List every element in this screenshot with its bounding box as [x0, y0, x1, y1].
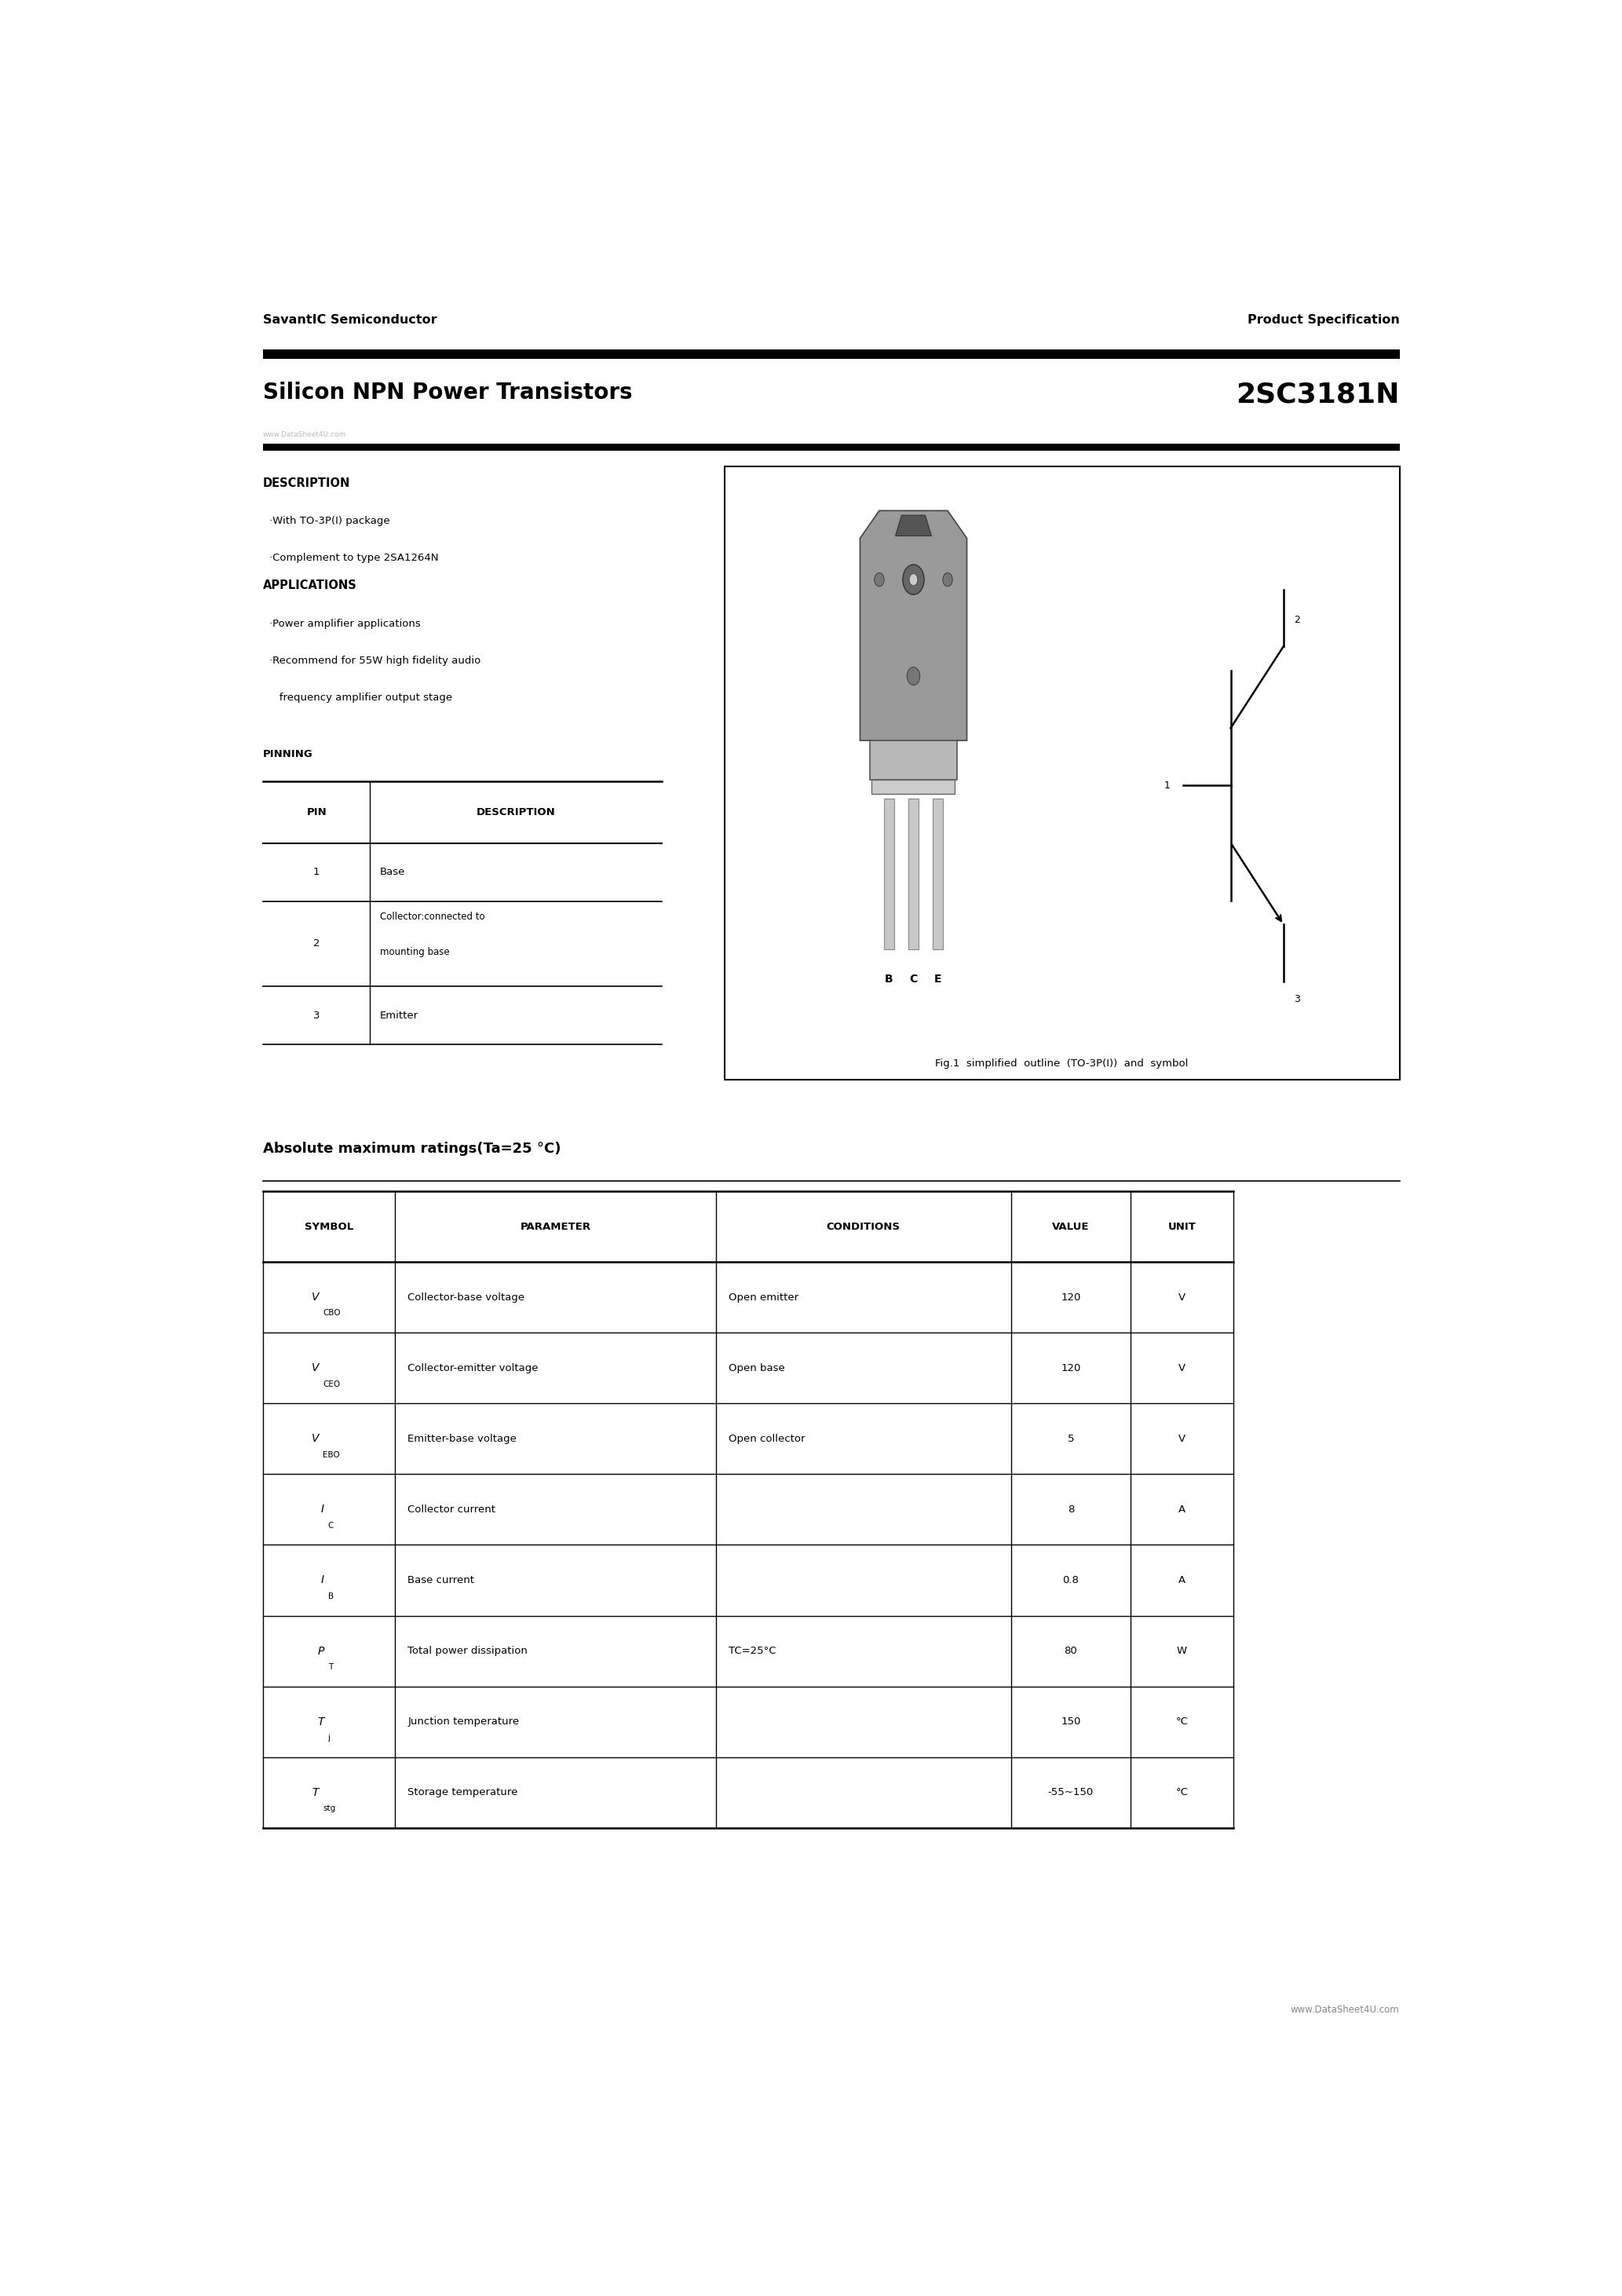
- Text: 2: 2: [313, 939, 320, 948]
- Text: Product Specification: Product Specification: [1247, 315, 1400, 326]
- Text: Total power dissipation: Total power dissipation: [407, 1646, 527, 1655]
- Circle shape: [942, 572, 952, 585]
- Text: P: P: [318, 1646, 324, 1655]
- Text: www.DataSheet4U.com: www.DataSheet4U.com: [263, 432, 347, 439]
- Text: °C: °C: [1176, 1717, 1189, 1727]
- Text: V: V: [1179, 1293, 1186, 1302]
- Text: Base current: Base current: [407, 1575, 474, 1584]
- Text: Collector:connected to: Collector:connected to: [380, 912, 485, 923]
- Text: V: V: [311, 1293, 320, 1302]
- Text: DESCRIPTION: DESCRIPTION: [477, 806, 555, 817]
- Text: 80: 80: [1064, 1646, 1077, 1655]
- Text: Junction temperature: Junction temperature: [407, 1717, 519, 1727]
- Text: 3: 3: [1294, 994, 1299, 1003]
- Text: V: V: [1179, 1364, 1186, 1373]
- Text: 120: 120: [1061, 1364, 1080, 1373]
- Text: E: E: [934, 974, 942, 985]
- Circle shape: [874, 572, 884, 585]
- Text: 8: 8: [1067, 1504, 1074, 1515]
- Text: T: T: [328, 1662, 333, 1671]
- Text: 2SC3181N: 2SC3181N: [1236, 381, 1400, 409]
- Text: ·With TO-3P(I) package: ·With TO-3P(I) package: [269, 517, 389, 526]
- Text: PARAMETER: PARAMETER: [521, 1221, 590, 1231]
- Text: Collector current: Collector current: [407, 1504, 496, 1515]
- Text: www.DataSheet4U.com: www.DataSheet4U.com: [1291, 2004, 1400, 2016]
- Text: TC=25°C: TC=25°C: [728, 1646, 775, 1655]
- Text: B: B: [328, 1591, 334, 1600]
- Polygon shape: [860, 510, 967, 742]
- Text: W: W: [1178, 1646, 1187, 1655]
- Text: B: B: [884, 974, 894, 985]
- Bar: [263, 443, 1400, 450]
- Text: 1: 1: [1165, 781, 1171, 790]
- Text: 120: 120: [1061, 1293, 1080, 1302]
- Text: Absolute maximum ratings(Ta=25 °C): Absolute maximum ratings(Ta=25 °C): [263, 1141, 561, 1155]
- Text: T: T: [313, 1786, 320, 1798]
- Text: APPLICATIONS: APPLICATIONS: [263, 579, 357, 592]
- Text: 2: 2: [1294, 615, 1299, 625]
- Text: 0.8: 0.8: [1062, 1575, 1079, 1584]
- Text: 1: 1: [313, 868, 320, 877]
- Text: 150: 150: [1061, 1717, 1080, 1727]
- Text: VALUE: VALUE: [1053, 1221, 1090, 1231]
- Text: 3: 3: [313, 1010, 320, 1019]
- Text: stg: stg: [323, 1805, 336, 1812]
- Text: CEO: CEO: [323, 1380, 341, 1387]
- Text: V: V: [311, 1433, 320, 1444]
- Circle shape: [910, 574, 918, 585]
- Text: frequency amplifier output stage: frequency amplifier output stage: [269, 693, 453, 703]
- Text: Open emitter: Open emitter: [728, 1293, 798, 1302]
- Text: I: I: [321, 1504, 324, 1515]
- Text: 5: 5: [1067, 1433, 1074, 1444]
- Circle shape: [903, 565, 925, 595]
- Bar: [725, 466, 1400, 1079]
- Text: CBO: CBO: [323, 1309, 341, 1318]
- Text: ·Recommend for 55W high fidelity audio: ·Recommend for 55W high fidelity audio: [269, 657, 480, 666]
- Text: SYMBOL: SYMBOL: [305, 1221, 354, 1231]
- Text: Open base: Open base: [728, 1364, 785, 1373]
- Text: Emitter-base voltage: Emitter-base voltage: [407, 1433, 517, 1444]
- Text: PINNING: PINNING: [263, 748, 313, 760]
- Text: Fig.1  simplified  outline  (TO-3P(I))  and  symbol: Fig.1 simplified outline (TO-3P(I)) and …: [936, 1058, 1189, 1070]
- Circle shape: [907, 668, 920, 684]
- Text: ·Complement to type 2SA1264N: ·Complement to type 2SA1264N: [269, 553, 438, 563]
- Text: T: T: [318, 1715, 324, 1727]
- Text: DESCRIPTION: DESCRIPTION: [263, 478, 350, 489]
- Bar: [263, 349, 1400, 358]
- Text: Emitter: Emitter: [380, 1010, 418, 1019]
- Bar: [933, 799, 942, 948]
- Text: CONDITIONS: CONDITIONS: [827, 1221, 900, 1231]
- Bar: [869, 742, 957, 778]
- Text: Base: Base: [380, 868, 406, 877]
- Text: A: A: [1179, 1575, 1186, 1584]
- Bar: [871, 778, 955, 794]
- Text: Silicon NPN Power Transistors: Silicon NPN Power Transistors: [263, 381, 633, 404]
- Text: Storage temperature: Storage temperature: [407, 1786, 517, 1798]
- Text: UNIT: UNIT: [1168, 1221, 1195, 1231]
- Text: A: A: [1179, 1504, 1186, 1515]
- Text: Collector-base voltage: Collector-base voltage: [407, 1293, 526, 1302]
- Text: PIN: PIN: [307, 806, 326, 817]
- Polygon shape: [895, 514, 931, 535]
- Text: V: V: [311, 1362, 320, 1373]
- Text: I: I: [321, 1575, 324, 1587]
- Text: -55~150: -55~150: [1048, 1786, 1093, 1798]
- Bar: [884, 799, 894, 948]
- Text: EBO: EBO: [323, 1451, 341, 1458]
- Text: SavantIC Semiconductor: SavantIC Semiconductor: [263, 315, 436, 326]
- Text: j: j: [328, 1733, 331, 1740]
- Text: C: C: [328, 1522, 334, 1529]
- Bar: [908, 799, 918, 948]
- Text: ·Power amplifier applications: ·Power amplifier applications: [269, 618, 420, 629]
- Text: mounting base: mounting base: [380, 948, 449, 957]
- Text: Collector-emitter voltage: Collector-emitter voltage: [407, 1364, 539, 1373]
- Text: °C: °C: [1176, 1786, 1189, 1798]
- Text: Open collector: Open collector: [728, 1433, 805, 1444]
- Text: V: V: [1179, 1433, 1186, 1444]
- Text: C: C: [910, 974, 918, 985]
